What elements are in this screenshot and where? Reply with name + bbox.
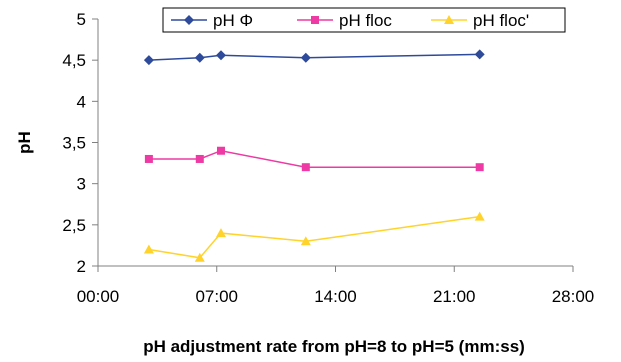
x-tick-label: 00:00 <box>77 287 120 306</box>
x-axis-label: pH adjustment rate from pH=8 to pH=5 (mm… <box>143 337 525 356</box>
x-tick-label: 07:00 <box>195 287 238 306</box>
legend-item: pH floc' <box>431 11 529 30</box>
data-point <box>215 50 226 61</box>
series-layer <box>143 49 485 262</box>
x-tick-label: 21:00 <box>433 287 476 306</box>
data-point <box>215 228 226 238</box>
data-point <box>301 163 310 172</box>
x-tick-label: 14:00 <box>314 287 357 306</box>
data-point <box>474 49 485 60</box>
legend: pH Φ pH floc pH floc' <box>162 7 566 33</box>
legend-label: pH floc' <box>473 11 529 30</box>
data-point <box>216 146 225 155</box>
data-point <box>300 236 311 246</box>
y-tick-label: 3 <box>77 175 86 194</box>
legend-item: pH Φ <box>171 11 253 30</box>
data-point <box>143 55 154 66</box>
x-axis: 00:00 07:00 14:00 21:00 28:00 <box>77 266 595 306</box>
legend-item: pH floc <box>297 11 392 30</box>
data-point <box>195 154 204 163</box>
y-axis-label: pH <box>15 131 34 154</box>
data-point <box>474 211 485 221</box>
y-tick-label: 2 <box>77 257 86 276</box>
data-point <box>144 154 153 163</box>
x-tick-label: 28:00 <box>552 287 595 306</box>
y-tick-label: 3,5 <box>62 134 86 153</box>
legend-swatch-marker <box>311 16 319 24</box>
series-3 <box>143 211 485 262</box>
series-line <box>148 215 480 259</box>
plot-area <box>97 19 573 267</box>
legend-label: pH floc <box>339 11 392 30</box>
y-tick-label: 5 <box>77 10 86 29</box>
legend-swatch-marker <box>444 15 454 24</box>
series-2 <box>144 146 484 172</box>
series-1 <box>143 49 485 66</box>
y-tick-label: 2,5 <box>62 216 86 235</box>
y-tick-label: 4,5 <box>62 51 86 70</box>
legend-label: pH Φ <box>213 11 253 30</box>
y-axis: 2 2,5 3 3,5 4 4,5 5 <box>62 10 98 276</box>
data-point <box>143 244 154 254</box>
y-tick-label: 4 <box>77 92 86 111</box>
legend-swatch-marker <box>184 15 194 25</box>
data-point <box>194 52 205 63</box>
data-point <box>475 163 484 172</box>
data-point <box>194 252 205 262</box>
legend-box <box>162 7 566 33</box>
data-point <box>300 52 311 63</box>
